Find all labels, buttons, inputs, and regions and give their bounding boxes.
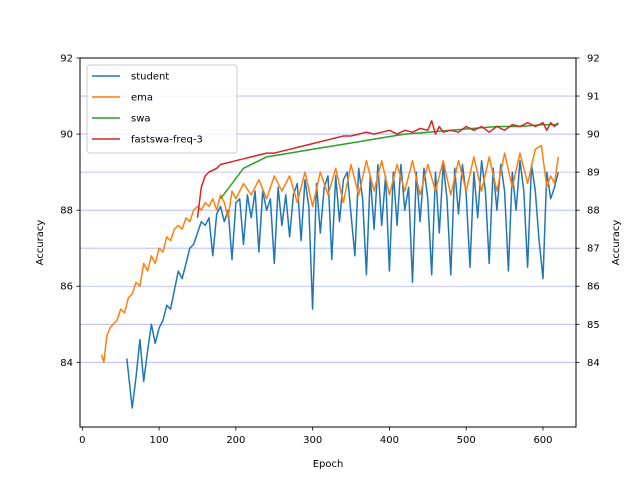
x-tick-label: 300 — [303, 435, 322, 446]
x-axis-ticks: 0 100 200 300 400 500 600 — [79, 427, 553, 446]
y-right-tick-label: 85 — [587, 320, 600, 331]
y-right-tick-label: 91 — [587, 92, 600, 103]
y-axis-right-title: Accuracy — [611, 220, 622, 266]
series-line-fastswa-freq-3 — [196, 120, 559, 218]
y-right-tick-label: 86 — [587, 282, 600, 293]
y-left-tick-label: 84 — [60, 358, 73, 369]
x-tick-label: 200 — [226, 435, 245, 446]
y-right-tick-label: 92 — [587, 54, 600, 65]
x-tick-label: 400 — [380, 435, 399, 446]
y-left-tick-label: 88 — [60, 206, 73, 217]
y-right-tick-label: 89 — [587, 168, 600, 179]
series-line-swa — [219, 123, 559, 200]
x-tick-label: 500 — [457, 435, 476, 446]
y-left-tick-label: 90 — [60, 130, 73, 141]
plot-frame — [79, 57, 577, 428]
legend: student ema swa fastswa-freq-3 — [86, 64, 238, 154]
y-right-tick-label: 90 — [587, 130, 600, 141]
legend-label-swa: swa — [131, 114, 151, 125]
series-line-ema — [100, 144, 560, 364]
y-axis-left-title: Accuracy — [35, 220, 46, 266]
x-tick-label: 600 — [533, 435, 552, 446]
series-group — [100, 120, 560, 409]
legend-label-student: student — [131, 72, 169, 83]
y-right-tick-label: 87 — [587, 244, 600, 255]
y-left-tick-label: 92 — [60, 54, 73, 65]
x-tick-label: 100 — [150, 435, 169, 446]
series-line-student — [126, 159, 560, 409]
legend-label-ema: ema — [131, 93, 153, 104]
x-axis-title: Epoch — [313, 459, 344, 470]
y-right-tick-label: 84 — [587, 358, 600, 369]
y-left-tick-label: 86 — [60, 282, 73, 293]
legend-frame — [86, 64, 238, 154]
x-tick-label: 0 — [79, 435, 85, 446]
y-right-tick-label: 88 — [587, 206, 600, 217]
legend-label-fastswa-freq-3: fastswa-freq-3 — [131, 135, 203, 146]
y-axis-right-ticks: 84 85 86 87 88 89 90 91 92 — [576, 54, 600, 369]
y-axis-left-ticks: 84 86 88 90 92 — [60, 54, 80, 369]
